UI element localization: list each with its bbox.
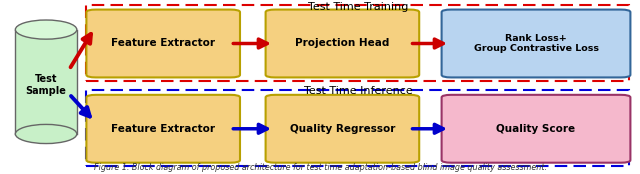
Ellipse shape [15,20,77,39]
FancyBboxPatch shape [86,95,240,163]
Text: Figure 1. Block diagram of proposed architecture for test time adaptation-based : Figure 1. Block diagram of proposed arch… [93,163,547,172]
FancyBboxPatch shape [15,30,77,134]
Text: Quality Regressor: Quality Regressor [290,124,395,134]
Text: Test Time Training: Test Time Training [308,2,408,12]
Text: Test
Sample: Test Sample [26,74,67,96]
FancyBboxPatch shape [442,95,630,163]
FancyBboxPatch shape [86,10,240,77]
Text: Test Time Inference: Test Time Inference [304,86,413,96]
FancyBboxPatch shape [442,10,630,77]
Text: Feature Extractor: Feature Extractor [111,38,215,49]
FancyBboxPatch shape [266,10,419,77]
Text: Quality Score: Quality Score [497,124,575,134]
Ellipse shape [15,124,77,144]
Text: Feature Extractor: Feature Extractor [111,124,215,134]
Text: Projection Head: Projection Head [295,38,390,49]
FancyBboxPatch shape [266,95,419,163]
Text: Rank Loss+
Group Contrastive Loss: Rank Loss+ Group Contrastive Loss [474,34,598,53]
